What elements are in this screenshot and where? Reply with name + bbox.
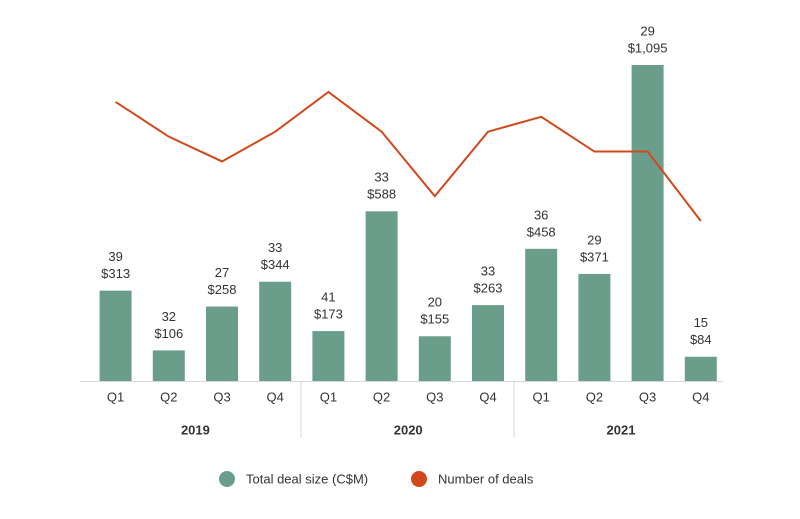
line	[115, 90, 702, 222]
x-tick-label: Q1	[533, 389, 550, 404]
count-label: 29	[587, 232, 601, 247]
value-label: $258	[208, 282, 237, 297]
x-tick-label: Q4	[267, 389, 284, 404]
bar	[578, 273, 611, 381]
x-tick-label: Q2	[160, 389, 177, 404]
count-label: 41	[321, 290, 335, 305]
x-tick-label: Q4	[479, 389, 496, 404]
legend-swatch	[411, 471, 427, 487]
x-tick-label: Q3	[639, 389, 656, 404]
bar	[418, 336, 451, 381]
group-label: 2021	[607, 422, 636, 437]
count-label: 33	[481, 264, 495, 279]
x-tick-label: Q1	[320, 389, 337, 404]
value-label: $588	[367, 187, 396, 202]
group-label: 2020	[394, 422, 423, 437]
value-label: $344	[261, 257, 290, 272]
value-label: $263	[474, 281, 503, 296]
x-tick-label: Q1	[107, 389, 124, 404]
x-tick-label: Q2	[586, 389, 603, 404]
legend-label: Total deal size (C$M)	[246, 471, 368, 486]
bar	[259, 281, 292, 381]
x-tick-label: Q3	[426, 389, 443, 404]
bar	[365, 211, 398, 381]
bar	[312, 331, 345, 381]
count-label: 33	[268, 240, 282, 255]
value-label: $1,095	[628, 40, 668, 55]
value-label: $155	[420, 312, 449, 327]
bar	[99, 290, 132, 381]
count-label: 15	[694, 315, 708, 330]
bar	[631, 65, 664, 381]
value-label: $458	[527, 224, 556, 239]
count-label: 36	[534, 207, 548, 222]
bar	[206, 306, 238, 381]
x-tick-label: Q2	[373, 389, 390, 404]
count-label: 39	[108, 249, 122, 264]
legend-swatch	[219, 471, 235, 487]
x-tick-label: Q4	[692, 389, 709, 404]
count-label: 33	[374, 170, 388, 185]
bar	[525, 248, 558, 381]
x-tick-label: Q3	[213, 389, 230, 404]
value-label: $313	[101, 266, 130, 281]
bar	[152, 350, 185, 381]
value-label: $84	[690, 332, 712, 347]
value-label: $371	[580, 249, 609, 264]
bar	[472, 305, 504, 381]
count-label: 32	[162, 309, 176, 324]
legend-label: Number of deals	[438, 471, 534, 486]
count-label: 27	[215, 265, 229, 280]
bar	[684, 356, 717, 381]
value-label: $173	[314, 307, 343, 322]
group-label: 2019	[181, 422, 210, 437]
count-label: 29	[640, 23, 654, 38]
value-label: $106	[154, 326, 183, 341]
count-label: 20	[428, 295, 442, 310]
